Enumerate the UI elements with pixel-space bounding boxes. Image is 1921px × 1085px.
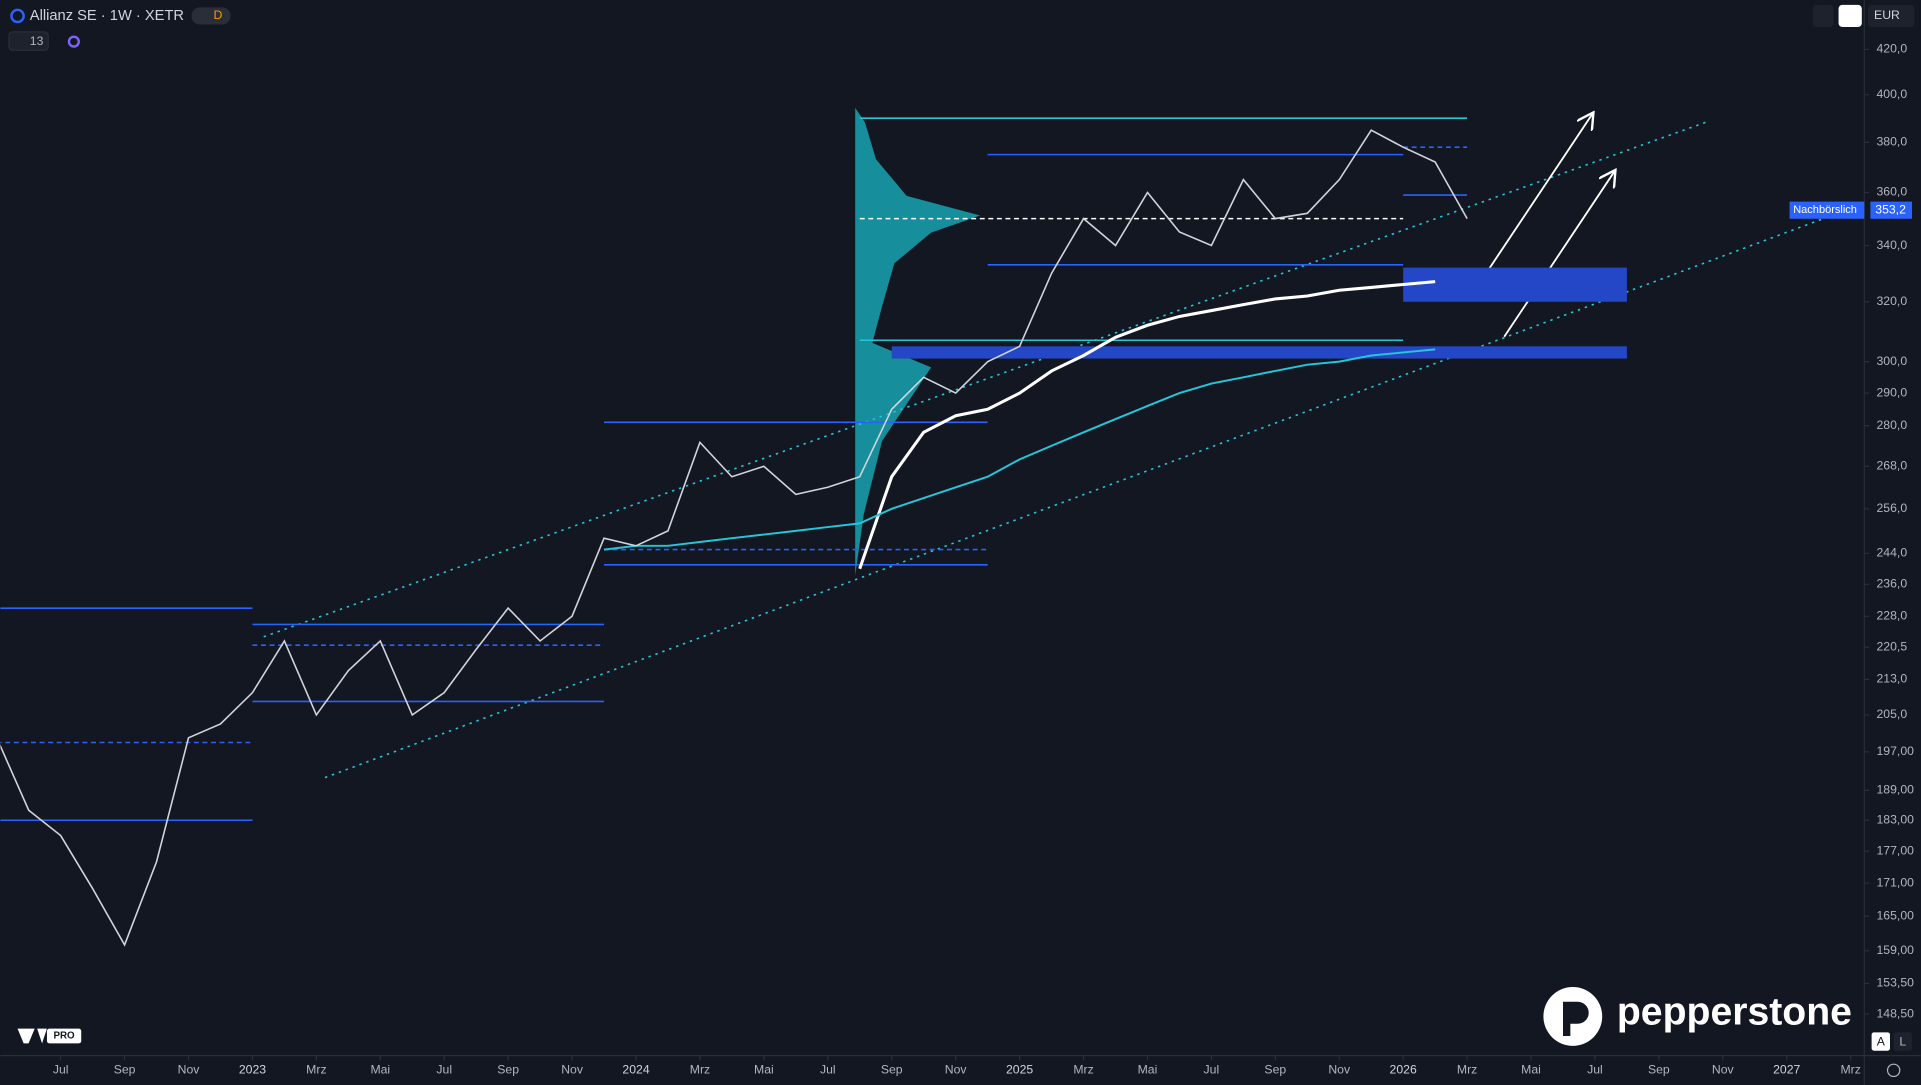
- y-tick-label: 380,0: [1877, 135, 1908, 149]
- x-tick-label: Mrz: [1457, 1063, 1477, 1077]
- currency-button[interactable]: [1867, 4, 1915, 27]
- x-tick-label: Mrz: [1073, 1063, 1093, 1077]
- x-tick-label: Sep: [114, 1063, 136, 1077]
- x-tick-label: Sep: [1264, 1063, 1286, 1077]
- y-tick-label: 236,0: [1877, 577, 1908, 591]
- zone: [891, 346, 1627, 359]
- x-tick-label: Nov: [1328, 1063, 1351, 1077]
- x-tick-label: Jul: [1204, 1063, 1220, 1077]
- y-tick-label: 244,0: [1877, 546, 1908, 560]
- x-tick-label: Mai: [754, 1063, 774, 1077]
- y-tick-label: 340,0: [1877, 238, 1908, 252]
- x-tick-label: Mai: [1521, 1063, 1541, 1077]
- y-tick-label: 420,0: [1877, 42, 1908, 56]
- price-tag: [1789, 201, 1865, 219]
- y-tick-label: 228,0: [1877, 609, 1908, 623]
- x-tick-label: 2026: [1390, 1063, 1417, 1077]
- symbol-icon: [10, 8, 25, 24]
- settings-icon[interactable]: [1886, 1063, 1901, 1078]
- y-tick-label: 171,00: [1877, 875, 1915, 889]
- zone: [1403, 267, 1627, 302]
- trendline: [324, 217, 1826, 779]
- arrow: [1481, 114, 1592, 280]
- symbol-title: Allianz SE · 1W · XETR: [30, 8, 184, 24]
- download-button[interactable]: [1812, 4, 1834, 27]
- badge: [191, 7, 231, 25]
- y-tick-label: 159,00: [1877, 943, 1915, 957]
- x-tick-label: Sep: [881, 1063, 903, 1077]
- y-tick-label: 189,00: [1877, 783, 1915, 797]
- x-tick-label: 2025: [1006, 1063, 1033, 1077]
- trendline: [263, 120, 1710, 638]
- brand-logo-mark: [1563, 1001, 1589, 1037]
- scale-button: L: [1899, 1034, 1906, 1048]
- y-tick-label: 280,0: [1877, 418, 1908, 432]
- x-tick-label: Jul: [53, 1063, 69, 1077]
- moving-average: [603, 348, 1436, 551]
- x-tick-label: 2023: [239, 1063, 266, 1077]
- x-tick-label: Nov: [178, 1063, 201, 1077]
- y-tick-label: 205,0: [1877, 707, 1908, 721]
- x-tick-label: 2027: [1773, 1063, 1800, 1077]
- moving-average: [858, 280, 1436, 570]
- auto-button[interactable]: [1871, 1032, 1890, 1051]
- x-tick-label: Sep: [1648, 1063, 1670, 1077]
- tv-logo: [17, 1028, 47, 1044]
- indicator-toggle[interactable]: [8, 31, 49, 51]
- brand: pepperstone: [1617, 990, 1852, 1033]
- y-tick-label: 165,00: [1877, 909, 1915, 923]
- y-tick-label: 290,0: [1877, 385, 1908, 399]
- price-line: [0, 129, 1468, 947]
- price-tag-label: Nachbörslich: [1793, 204, 1857, 216]
- x-tick-label: Jul: [820, 1063, 836, 1077]
- y-tick-label: 213,0: [1877, 672, 1908, 686]
- session-badge: D: [213, 8, 222, 22]
- plot-area: [0, 107, 1826, 947]
- tv-pro: [46, 1028, 82, 1044]
- y-tick-label: 183,00: [1877, 812, 1915, 826]
- y-tick-label: 153,50: [1877, 976, 1915, 990]
- y-tick-label: 300,0: [1877, 354, 1908, 368]
- y-tick-label: 400,0: [1877, 87, 1908, 101]
- y-tick-label: 268,0: [1877, 459, 1908, 473]
- header: Allianz SE · 1W · XETR D 13 EUR PRO pepp…: [8, 4, 1915, 1078]
- x-tick-label: Mai: [1138, 1063, 1158, 1077]
- x-tick-label: 2024: [622, 1063, 649, 1077]
- y-tick-label: 320,0: [1877, 294, 1908, 308]
- x-tick-label: Jul: [1587, 1063, 1603, 1077]
- tv-badge: PRO: [53, 1031, 75, 1042]
- x-tick-label: Mai: [370, 1063, 390, 1077]
- x-tick-label: Nov: [561, 1063, 584, 1077]
- volume-profile: [855, 107, 981, 576]
- y-tick-label: 256,0: [1877, 501, 1908, 515]
- y-tick-label: 360,0: [1877, 185, 1908, 199]
- x-tick-label: Mrz: [306, 1063, 326, 1077]
- scale-button: A: [1877, 1034, 1886, 1048]
- status-icon: [67, 35, 81, 48]
- x-tick-label: Mrz: [1840, 1063, 1860, 1077]
- y-tick-label: 177,00: [1877, 843, 1915, 857]
- indicator-count: 13: [30, 34, 44, 48]
- price-label: 353,2: [1875, 202, 1906, 216]
- x-tick-label: Mrz: [690, 1063, 710, 1077]
- log-button[interactable]: [1893, 1032, 1913, 1051]
- x-tick-label: Nov: [1712, 1063, 1735, 1077]
- arrow: [1503, 171, 1614, 338]
- x-tick-label: Sep: [497, 1063, 519, 1077]
- x-tick-label: Jul: [436, 1063, 452, 1077]
- y-tick-label: 220,5: [1877, 640, 1908, 654]
- price-tag: [1870, 201, 1913, 219]
- y-tick-label: 197,00: [1877, 744, 1915, 758]
- currency: EUR: [1874, 8, 1900, 22]
- y-tick-label: 148,50: [1877, 1006, 1915, 1020]
- x-tick-label: Nov: [945, 1063, 968, 1077]
- layout-button[interactable]: [1838, 4, 1862, 27]
